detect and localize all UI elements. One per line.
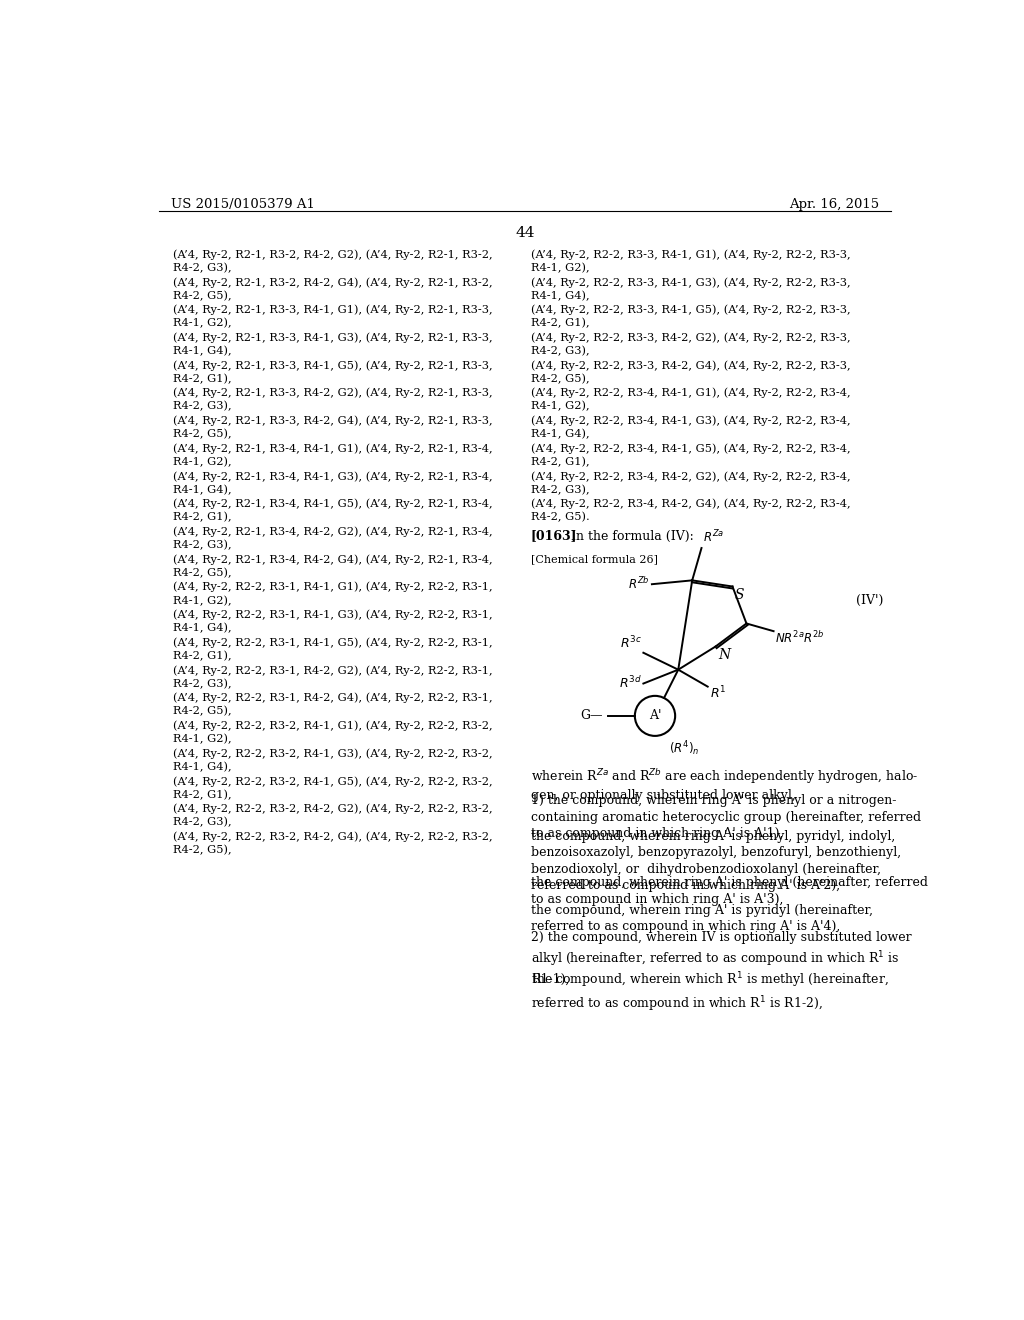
Text: In the formula (IV):: In the formula (IV): — [571, 529, 694, 543]
Text: (A’4, Ry-2, R2-2, R3-3, R4-2, G2), (A’4, Ry-2, R2-2, R3-3,
R4-2, G3),: (A’4, Ry-2, R2-2, R3-3, R4-2, G2), (A’4,… — [531, 333, 851, 356]
Text: wherein R$^{Za}$ and R$^{Zb}$ are each independently hydrogen, halo-
gen, or opt: wherein R$^{Za}$ and R$^{Zb}$ are each i… — [531, 767, 919, 803]
Text: (A’4, Ry-2, R2-2, R3-2, R4-1, G1), (A’4, Ry-2, R2-2, R3-2,
R4-1, G2),: (A’4, Ry-2, R2-2, R3-2, R4-1, G1), (A’4,… — [173, 721, 493, 744]
Text: $R^{Za}$: $R^{Za}$ — [703, 529, 724, 545]
Text: (A’4, Ry-2, R2-2, R3-1, R4-1, G5), (A’4, Ry-2, R2-2, R3-1,
R4-2, G1),: (A’4, Ry-2, R2-2, R3-1, R4-1, G5), (A’4,… — [173, 638, 493, 661]
Text: the compound, wherein which R$^1$ is methyl (hereinafter,
referred to as compoun: the compound, wherein which R$^1$ is met… — [531, 970, 889, 1014]
Text: (A’4, Ry-2, R2-1, R3-3, R4-1, G5), (A’4, Ry-2, R2-1, R3-3,
R4-2, G1),: (A’4, Ry-2, R2-1, R3-3, R4-1, G5), (A’4,… — [173, 360, 493, 384]
Text: (A’4, Ry-2, R2-2, R3-2, R4-1, G3), (A’4, Ry-2, R2-2, R3-2,
R4-1, G4),: (A’4, Ry-2, R2-2, R3-2, R4-1, G3), (A’4,… — [173, 748, 493, 772]
Text: (A’4, Ry-2, R2-2, R3-3, R4-1, G1), (A’4, Ry-2, R2-2, R3-3,
R4-1, G2),: (A’4, Ry-2, R2-2, R3-3, R4-1, G1), (A’4,… — [531, 249, 851, 273]
Text: $R^1$: $R^1$ — [710, 685, 726, 702]
Text: (A’4, Ry-2, R2-1, R3-2, R4-2, G2), (A’4, Ry-2, R2-1, R3-2,
R4-2, G3),: (A’4, Ry-2, R2-1, R3-2, R4-2, G2), (A’4,… — [173, 249, 493, 273]
Text: (IV'): (IV') — [856, 594, 884, 607]
Text: (A’4, Ry-2, R2-2, R3-4, R4-1, G5), (A’4, Ry-2, R2-2, R3-4,
R4-2, G1),: (A’4, Ry-2, R2-2, R3-4, R4-1, G5), (A’4,… — [531, 444, 851, 467]
Text: Apr. 16, 2015: Apr. 16, 2015 — [788, 198, 879, 211]
Text: (A’4, Ry-2, R2-2, R3-3, R4-1, G3), (A’4, Ry-2, R2-2, R3-3,
R4-1, G4),: (A’4, Ry-2, R2-2, R3-3, R4-1, G3), (A’4,… — [531, 277, 851, 301]
Text: (A’4, Ry-2, R2-1, R3-4, R4-1, G1), (A’4, Ry-2, R2-1, R3-4,
R4-1, G2),: (A’4, Ry-2, R2-1, R3-4, R4-1, G1), (A’4,… — [173, 444, 493, 467]
Text: (A’4, Ry-2, R2-2, R3-4, R4-1, G3), (A’4, Ry-2, R2-2, R3-4,
R4-1, G4),: (A’4, Ry-2, R2-2, R3-4, R4-1, G3), (A’4,… — [531, 416, 851, 440]
Text: (A’4, Ry-2, R2-2, R3-1, R4-1, G1), (A’4, Ry-2, R2-2, R3-1,
R4-1, G2),: (A’4, Ry-2, R2-2, R3-1, R4-1, G1), (A’4,… — [173, 582, 493, 606]
Text: $(R^4)_n$: $(R^4)_n$ — [669, 739, 699, 759]
Text: the compound, wherein ring A' is pyridyl (hereinafter,
referred to as compound i: the compound, wherein ring A' is pyridyl… — [531, 904, 873, 933]
Text: $R^{Zb}$: $R^{Zb}$ — [628, 577, 649, 593]
Text: (A’4, Ry-2, R2-2, R3-1, R4-1, G3), (A’4, Ry-2, R2-2, R3-1,
R4-1, G4),: (A’4, Ry-2, R2-2, R3-1, R4-1, G3), (A’4,… — [173, 610, 493, 634]
Text: (A’4, Ry-2, R2-1, R3-3, R4-1, G3), (A’4, Ry-2, R2-1, R3-3,
R4-1, G4),: (A’4, Ry-2, R2-1, R3-3, R4-1, G3), (A’4,… — [173, 333, 493, 356]
Text: (A’4, Ry-2, R2-2, R3-4, R4-2, G2), (A’4, Ry-2, R2-2, R3-4,
R4-2, G3),: (A’4, Ry-2, R2-2, R3-4, R4-2, G2), (A’4,… — [531, 471, 851, 495]
Text: (A’4, Ry-2, R2-2, R3-4, R4-1, G1), (A’4, Ry-2, R2-2, R3-4,
R4-1, G2),: (A’4, Ry-2, R2-2, R3-4, R4-1, G1), (A’4,… — [531, 388, 851, 412]
Text: (A’4, Ry-2, R2-2, R3-1, R4-2, G2), (A’4, Ry-2, R2-2, R3-1,
R4-2, G3),: (A’4, Ry-2, R2-2, R3-1, R4-2, G2), (A’4,… — [173, 665, 493, 689]
Text: G—: G— — [580, 709, 602, 722]
Text: $R^{3d}$: $R^{3d}$ — [620, 676, 642, 692]
Text: (A’4, Ry-2, R2-1, R3-3, R4-2, G4), (A’4, Ry-2, R2-1, R3-3,
R4-2, G5),: (A’4, Ry-2, R2-1, R3-3, R4-2, G4), (A’4,… — [173, 416, 493, 440]
Text: (A’4, Ry-2, R2-2, R3-3, R4-1, G5), (A’4, Ry-2, R2-2, R3-3,
R4-2, G1),: (A’4, Ry-2, R2-2, R3-3, R4-1, G5), (A’4,… — [531, 305, 851, 329]
Text: (A’4, Ry-2, R2-2, R3-2, R4-1, G5), (A’4, Ry-2, R2-2, R3-2,
R4-2, G1),: (A’4, Ry-2, R2-2, R3-2, R4-1, G5), (A’4,… — [173, 776, 493, 800]
Text: US 2015/0105379 A1: US 2015/0105379 A1 — [171, 198, 314, 211]
Text: (A’4, Ry-2, R2-2, R3-2, R4-2, G4), (A’4, Ry-2, R2-2, R3-2,
R4-2, G5),: (A’4, Ry-2, R2-2, R3-2, R4-2, G4), (A’4,… — [173, 832, 493, 855]
Text: the compound, wherein ring A' is phenyl (hereinafter, referred
to as compound in: the compound, wherein ring A' is phenyl … — [531, 876, 928, 906]
Text: 44: 44 — [515, 226, 535, 240]
Text: (A’4, Ry-2, R2-1, R3-4, R4-2, G4), (A’4, Ry-2, R2-1, R3-4,
R4-2, G5),: (A’4, Ry-2, R2-1, R3-4, R4-2, G4), (A’4,… — [173, 554, 493, 578]
Text: $R^{3c}$: $R^{3c}$ — [621, 635, 642, 651]
Text: N: N — [719, 648, 731, 663]
Text: A': A' — [649, 709, 662, 722]
Text: (A’4, Ry-2, R2-1, R3-3, R4-1, G1), (A’4, Ry-2, R2-1, R3-3,
R4-1, G2),: (A’4, Ry-2, R2-1, R3-3, R4-1, G1), (A’4,… — [173, 305, 493, 329]
Text: (A’4, Ry-2, R2-1, R3-4, R4-1, G3), (A’4, Ry-2, R2-1, R3-4,
R4-1, G4),: (A’4, Ry-2, R2-1, R3-4, R4-1, G3), (A’4,… — [173, 471, 493, 495]
Text: (A’4, Ry-2, R2-2, R3-3, R4-2, G4), (A’4, Ry-2, R2-2, R3-3,
R4-2, G5),: (A’4, Ry-2, R2-2, R3-3, R4-2, G4), (A’4,… — [531, 360, 851, 384]
Text: (A’4, Ry-2, R2-1, R3-4, R4-2, G2), (A’4, Ry-2, R2-1, R3-4,
R4-2, G3),: (A’4, Ry-2, R2-1, R3-4, R4-2, G2), (A’4,… — [173, 527, 493, 550]
Text: (A’4, Ry-2, R2-2, R3-2, R4-2, G2), (A’4, Ry-2, R2-2, R3-2,
R4-2, G3),: (A’4, Ry-2, R2-2, R3-2, R4-2, G2), (A’4,… — [173, 804, 493, 828]
Text: (A’4, Ry-2, R2-1, R3-3, R4-2, G2), (A’4, Ry-2, R2-1, R3-3,
R4-2, G3),: (A’4, Ry-2, R2-1, R3-3, R4-2, G2), (A’4,… — [173, 388, 493, 412]
Text: 1) the compound, wherein ring A' is phenyl or a nitrogen-
containing aromatic he: 1) the compound, wherein ring A' is phen… — [531, 795, 922, 841]
Text: (A’4, Ry-2, R2-1, R3-4, R4-1, G5), (A’4, Ry-2, R2-1, R3-4,
R4-2, G1),: (A’4, Ry-2, R2-1, R3-4, R4-1, G5), (A’4,… — [173, 499, 493, 523]
Text: (A’4, Ry-2, R2-1, R3-2, R4-2, G4), (A’4, Ry-2, R2-1, R3-2,
R4-2, G5),: (A’4, Ry-2, R2-1, R3-2, R4-2, G4), (A’4,… — [173, 277, 493, 301]
Text: [0163]: [0163] — [531, 529, 578, 543]
Text: $NR^{2a}R^{2b}$: $NR^{2a}R^{2b}$ — [775, 630, 824, 645]
Text: 2) the compound, wherein IV is optionally substituted lower
alkyl (hereinafter, : 2) the compound, wherein IV is optionall… — [531, 932, 911, 986]
Text: the compound, wherein ring A' is phenyl, pyridyl, indolyl,
benzoisoxazolyl, benz: the compound, wherein ring A' is phenyl,… — [531, 830, 901, 892]
Text: (A’4, Ry-2, R2-2, R3-4, R4-2, G4), (A’4, Ry-2, R2-2, R3-4,
R4-2, G5).: (A’4, Ry-2, R2-2, R3-4, R4-2, G4), (A’4,… — [531, 499, 851, 523]
Text: S: S — [735, 589, 744, 602]
Text: (A’4, Ry-2, R2-2, R3-1, R4-2, G4), (A’4, Ry-2, R2-2, R3-1,
R4-2, G5),: (A’4, Ry-2, R2-2, R3-1, R4-2, G4), (A’4,… — [173, 693, 493, 717]
Text: [Chemical formula 26]: [Chemical formula 26] — [531, 554, 658, 564]
